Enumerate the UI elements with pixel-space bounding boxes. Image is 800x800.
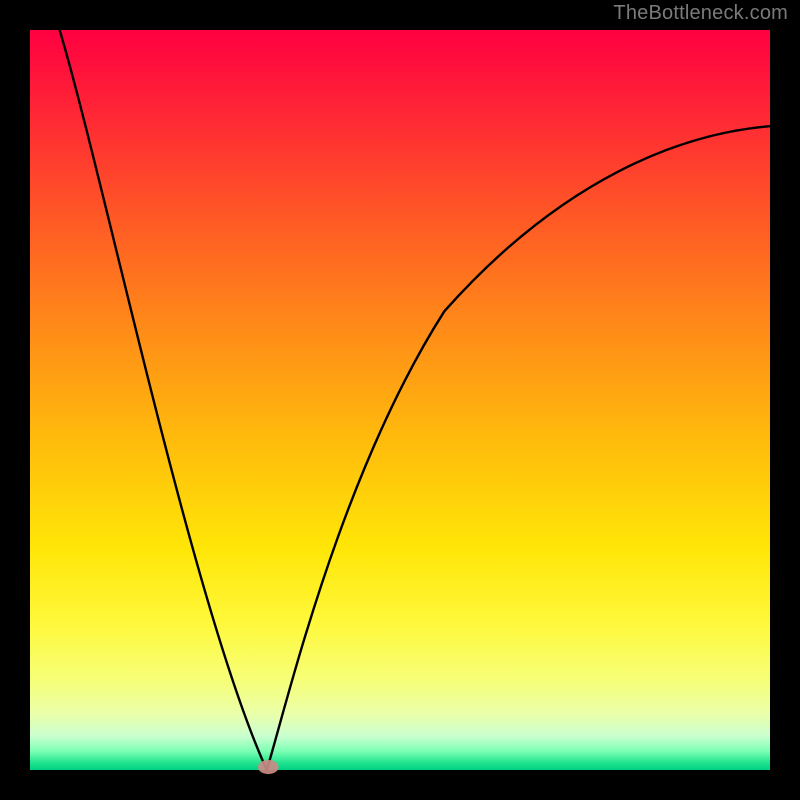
chart-container: TheBottleneck.com bbox=[0, 0, 800, 800]
plot-background bbox=[30, 30, 770, 770]
watermark-text: TheBottleneck.com bbox=[613, 2, 788, 25]
bottleneck-chart bbox=[0, 0, 800, 800]
minimum-marker bbox=[258, 760, 279, 774]
